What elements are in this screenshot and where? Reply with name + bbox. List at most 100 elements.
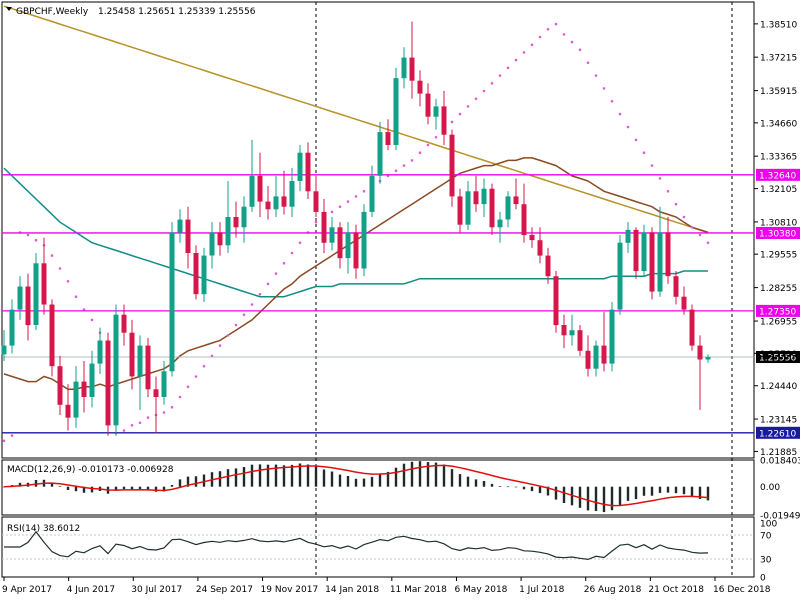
price-tick-label: 1.33365 (760, 153, 797, 163)
candle-body (209, 232, 215, 256)
candle-body (353, 232, 359, 269)
sar-point (418, 151, 422, 154)
sar-point (482, 89, 486, 93)
level-label: 1.30380 (759, 229, 796, 239)
price-tick-label: 1.30810 (760, 218, 797, 228)
sar-point (706, 241, 710, 244)
sar-point (402, 164, 406, 167)
price-tick-label: 1.24440 (760, 382, 797, 392)
candle-body (145, 345, 151, 390)
symbol-label: GBPCHF,Weekly (16, 7, 89, 17)
candle-body (121, 314, 127, 333)
sar-point (690, 226, 694, 229)
macd-bar (138, 486, 142, 490)
price-tick-label: 1.23145 (760, 416, 797, 426)
rsi-tick-label: 30 (760, 556, 772, 566)
candle-body (537, 240, 543, 256)
time-tick-label: 11 Mar 2018 (390, 585, 447, 595)
macd-bar (66, 486, 70, 490)
macd-bar (50, 482, 54, 487)
macd-bar (522, 486, 526, 490)
current-price-tag (756, 351, 800, 364)
sar-point (130, 424, 134, 427)
sar-point (282, 262, 286, 265)
sar-point (570, 40, 574, 44)
candle-body (545, 255, 551, 277)
candle-body (401, 57, 407, 79)
macd-bar (498, 486, 502, 487)
candle-body (385, 132, 391, 145)
price-tick-label: 1.32105 (760, 185, 797, 195)
macd-bar (434, 462, 438, 487)
candle-body (297, 152, 303, 181)
macd-bar (706, 486, 710, 501)
sar-point (634, 138, 638, 142)
macd-bar (450, 469, 454, 487)
macd-bar (682, 486, 686, 495)
macd-bar (538, 486, 542, 494)
current-price-label: 1.25556 (759, 354, 796, 364)
candle-body (409, 57, 415, 81)
candle-body (585, 350, 591, 369)
macd-bar (386, 471, 390, 487)
macd-bar (218, 471, 222, 487)
level-label: 1.22610 (759, 429, 796, 439)
macd-bar (562, 486, 566, 503)
sar-point (546, 28, 550, 31)
sar-point (610, 100, 614, 103)
macd-bar (58, 486, 62, 487)
macd-bar (618, 486, 622, 506)
macd-bar (418, 461, 422, 487)
candle-body (81, 381, 87, 397)
candle-body (49, 304, 55, 367)
candle-body (417, 80, 423, 94)
sar-point (642, 151, 646, 154)
time-tick-label: 30 Jul 2017 (131, 585, 182, 595)
mid-ma-line (3, 167, 708, 298)
candle-body (153, 389, 159, 397)
candle-body (201, 255, 207, 295)
candle-body (41, 263, 47, 305)
sar-point (650, 164, 654, 167)
sar-point (490, 82, 494, 85)
candle-body (561, 325, 567, 336)
sar-point (2, 439, 6, 443)
candle-body (161, 371, 167, 397)
price-tick-label: 1.35915 (760, 87, 797, 97)
sar-point (530, 43, 534, 46)
macd-bar (154, 486, 158, 492)
candle-body (665, 232, 671, 277)
macd-tick-label: -0.019495 (760, 511, 800, 521)
candle-body (441, 106, 447, 135)
candle-body (505, 196, 511, 220)
macd-bar (626, 486, 630, 501)
level-tag (756, 226, 800, 239)
price-tick-label: 1.28255 (760, 284, 797, 294)
price-tick-label: 1.25700 (760, 350, 797, 360)
candle-body (529, 235, 535, 241)
macd-bar (530, 486, 534, 492)
slow-ma-line (3, 5, 709, 234)
sar-point (122, 429, 126, 432)
macd-bar (690, 486, 694, 497)
price-tick-label: 1.26955 (760, 318, 797, 328)
rsi-tick-label: 70 (760, 532, 772, 542)
macd-bar (354, 478, 358, 487)
candle-body (705, 357, 711, 360)
candle-body (129, 332, 135, 377)
sar-point (346, 200, 350, 203)
sar-point (210, 354, 214, 358)
sar-point (10, 434, 14, 437)
candle-body (65, 404, 71, 418)
macd-bar (546, 486, 550, 496)
sar-point (506, 66, 510, 70)
candle-body (265, 201, 271, 210)
sar-point (298, 241, 302, 244)
candle-body (521, 204, 527, 236)
macd-bar (346, 476, 350, 487)
price-tick-label: 1.34660 (760, 119, 797, 129)
macd-bar (410, 461, 414, 487)
level-label: 1.27350 (759, 307, 796, 317)
price-tick-label: 1.21885 (760, 448, 797, 458)
